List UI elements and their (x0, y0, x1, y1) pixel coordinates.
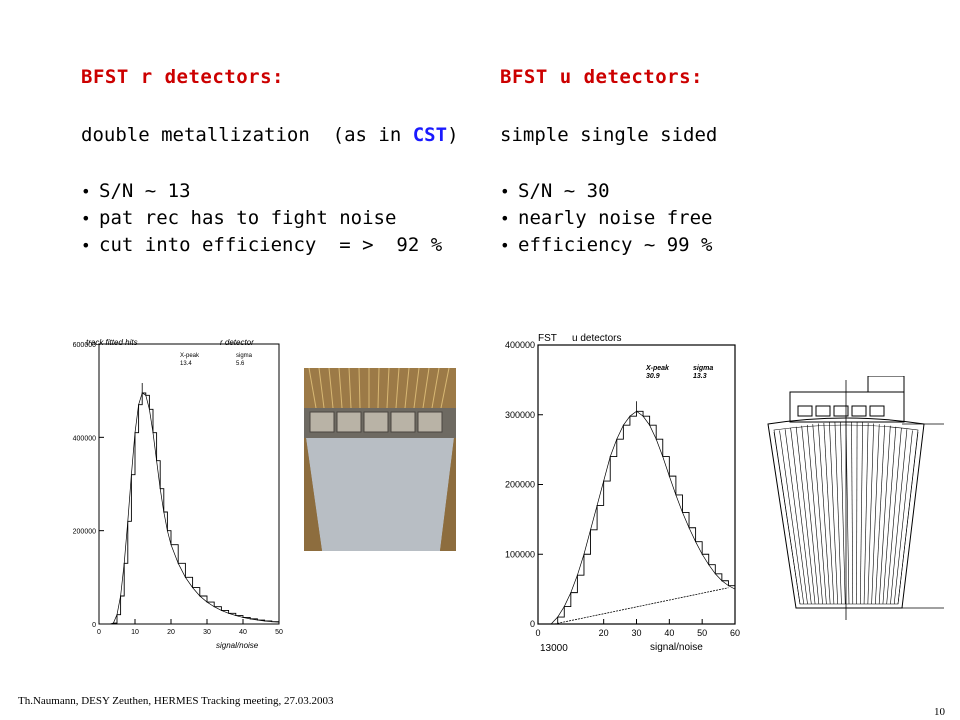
x-tick-label: 60 (730, 628, 740, 638)
sensor-strip (863, 422, 869, 605)
x-axis-label: signal/noise (650, 642, 703, 653)
readout-chips (797, 405, 885, 417)
x-tick-label: 20 (167, 629, 175, 636)
background-line (554, 587, 729, 625)
stats-label-sigma: sigma (693, 365, 713, 372)
sensor-strip (784, 429, 808, 605)
y-tick-label: 400000 (73, 435, 96, 442)
y-tick-label: 0 (92, 622, 96, 629)
sensor-strip (829, 422, 838, 605)
chart-subtitle: u detectors (572, 333, 621, 344)
readout-board (789, 391, 905, 423)
sensor-strip (893, 430, 913, 605)
x-tick-label: 40 (664, 628, 674, 638)
chart-title: FST (538, 333, 557, 344)
histogram-steps (538, 410, 735, 625)
sensor-strip (882, 426, 897, 605)
sensor-strip (801, 425, 820, 605)
connector-box (867, 376, 905, 393)
left-bullet-list: S/N ~ 13 pat rec has to fight noise cut … (81, 178, 442, 259)
y-tick-label: 300000 (505, 410, 535, 420)
sensor-strip (795, 426, 816, 605)
x-tick-label: 10 (131, 629, 139, 636)
x-tick-label: 40 (239, 629, 247, 636)
chart-subtitle: r detector (220, 338, 254, 347)
sensor-strip (845, 421, 850, 605)
fit-curve (538, 410, 736, 625)
y-tick-label: 200000 (73, 529, 96, 536)
right-bullet-item: efficiency ~ 99 % (500, 232, 712, 259)
x-tick-label: 50 (697, 628, 707, 638)
page-number: 10 (934, 706, 945, 718)
right-bullet-item: S/N ~ 30 (500, 178, 712, 205)
sensor-strip (779, 430, 805, 605)
sensor-strip (823, 422, 835, 605)
y-tick-label: 200000 (505, 480, 535, 490)
x-tick-label: 20 (599, 628, 609, 638)
stats-label-xpeak: X-peak (180, 353, 200, 359)
stats-value-xpeak: 13.4 (180, 361, 192, 367)
left-bullet-item: cut into efficiency = > 92 % (81, 232, 442, 259)
right-column-subtitle: simple single sided (500, 124, 718, 146)
x-tick-label: 30 (203, 629, 211, 636)
sensor-strip (860, 422, 863, 605)
sensor-strip (890, 429, 908, 605)
left-column-subtitle: double metallization (as in CST) (81, 124, 459, 146)
left-subtitle-cst: CST (412, 124, 448, 146)
footer-text: Th.Naumann, DESY Zeuthen, HERMES Trackin… (18, 695, 334, 707)
sensor-strips (773, 421, 919, 605)
y-tick-label: 400000 (505, 340, 535, 350)
detector-photo (304, 368, 456, 551)
sensor-strip (856, 422, 858, 605)
x-tick-label: 0 (97, 629, 101, 636)
sensor-strip (878, 425, 891, 605)
y-tick-label: 600000 (73, 342, 96, 349)
left-bullet-item: pat rec has to fight noise (81, 205, 442, 232)
sensor-strip (812, 424, 827, 605)
sensor-strip (871, 424, 880, 605)
sensor-strip (834, 422, 842, 605)
stats-value-xpeak: 30.9 (646, 373, 660, 380)
right-bullet-item: nearly noise free (500, 205, 712, 232)
sensor-strip (790, 427, 812, 605)
fit-curve (99, 392, 280, 625)
x-axis-label: signal/noise (216, 641, 259, 650)
left-bullet-item: S/N ~ 13 (81, 178, 442, 205)
right-bullet-list: S/N ~ 30 nearly noise free efficiency ~ … (500, 178, 712, 259)
x-tick-label: 0 (535, 628, 540, 638)
sensor-strip (867, 423, 874, 605)
stats-value-sigma: 5.6 (236, 361, 245, 367)
plot-frame (98, 343, 280, 625)
sensor-strip (897, 431, 919, 605)
sensor-strip (875, 424, 886, 605)
r-detector-histogram: track fitted hits r detector X-peak sigm… (73, 338, 283, 650)
sensor-strip (851, 422, 854, 605)
detector-photo-drawing (304, 368, 456, 551)
corner-label: 13000 (540, 643, 568, 654)
left-subtitle-post: ) (447, 124, 459, 146)
u-detector-histogram: FST u detectors X-peak sigma 30.9 13.3 0… (505, 333, 740, 654)
sensor-strip (840, 422, 846, 605)
stats-value-sigma: 13.3 (693, 373, 707, 380)
chart-title: track fitted hits (86, 338, 138, 347)
stats-label-xpeak: X-peak (645, 365, 670, 372)
sensor-strip (806, 424, 823, 605)
sensor-outline (767, 417, 925, 609)
sensor-strip (818, 423, 831, 605)
right-column-heading: BFST u detectors: (500, 66, 703, 88)
histogram-steps (99, 392, 279, 625)
x-tick-label: 30 (631, 628, 641, 638)
stats-label-sigma: sigma (236, 353, 253, 359)
x-tick-label: 50 (275, 629, 283, 636)
detector-geometry-diagram (767, 376, 944, 620)
left-column-heading: BFST r detectors: (81, 66, 284, 88)
left-subtitle-pre: double metallization (as in (81, 124, 413, 146)
y-tick-label: 0 (530, 619, 535, 629)
sensor-strip (886, 427, 902, 605)
plot-frame (537, 344, 736, 625)
y-tick-label: 100000 (505, 549, 535, 559)
sensor-strip (773, 431, 801, 605)
